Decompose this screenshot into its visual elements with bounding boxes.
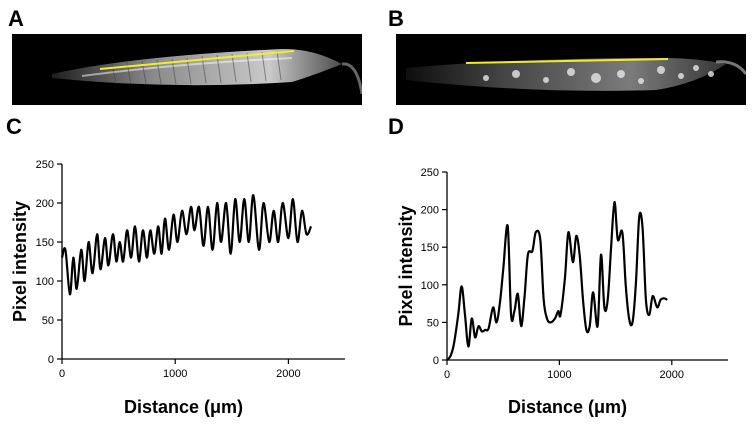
- c-y-tick-label: 150: [36, 237, 54, 249]
- d-series-line-0: [446, 200, 668, 361]
- micrograph-a-image: [52, 48, 362, 95]
- d-y-tick-label: 200: [421, 205, 439, 217]
- d-y-tick-label: 0: [433, 355, 439, 367]
- d-x-tick-label: 2000: [660, 369, 684, 381]
- chart-d: 0 50 100 150 200 250 0 1000 2000 Distance (μm) Pix…: [396, 167, 728, 417]
- c-x-tick-label: 2000: [276, 368, 300, 380]
- c-x-tick-label: 1000: [163, 368, 187, 380]
- c-y-tick-label: 50: [42, 315, 54, 327]
- d-x-tick-label: 0: [444, 369, 450, 381]
- panel-label-c: C: [6, 114, 22, 139]
- d-x-tick-label: 1000: [547, 369, 571, 381]
- c-y-tick-label: 200: [36, 198, 54, 210]
- c-y-tick-label: 100: [36, 276, 54, 288]
- c-series-line-0: [60, 194, 313, 296]
- d-y-tick-label: 100: [421, 280, 439, 292]
- chart-c: 0 50 100 150 200 250 0 1000 2000 Distance (μm) Pix…: [10, 159, 345, 417]
- panel-label-a: A: [8, 6, 24, 31]
- c-y-tick-label: 0: [48, 354, 54, 366]
- micrograph-b-image: [406, 58, 746, 91]
- d-x-axis-title: Distance (μm): [508, 397, 627, 417]
- c-y-tick-label: 250: [36, 159, 54, 171]
- d-y-tick-label: 50: [427, 317, 439, 329]
- micrograph-b: [396, 34, 746, 105]
- panel-label-b: B: [388, 6, 404, 31]
- measurement-line-a: [99, 50, 295, 70]
- d-y-axis-title: Pixel intensity: [396, 205, 416, 326]
- c-y-axis-title: Pixel intensity: [10, 201, 30, 322]
- c-x-tick-label: 0: [59, 368, 65, 380]
- micrograph-a: [12, 34, 362, 105]
- measurement-line-b: [465, 58, 669, 64]
- panel-label-d: D: [388, 114, 404, 139]
- d-y-tick-label: 250: [421, 167, 439, 179]
- d-y-tick-label: 150: [421, 242, 439, 254]
- c-x-axis-title: Distance (μm): [124, 397, 243, 417]
